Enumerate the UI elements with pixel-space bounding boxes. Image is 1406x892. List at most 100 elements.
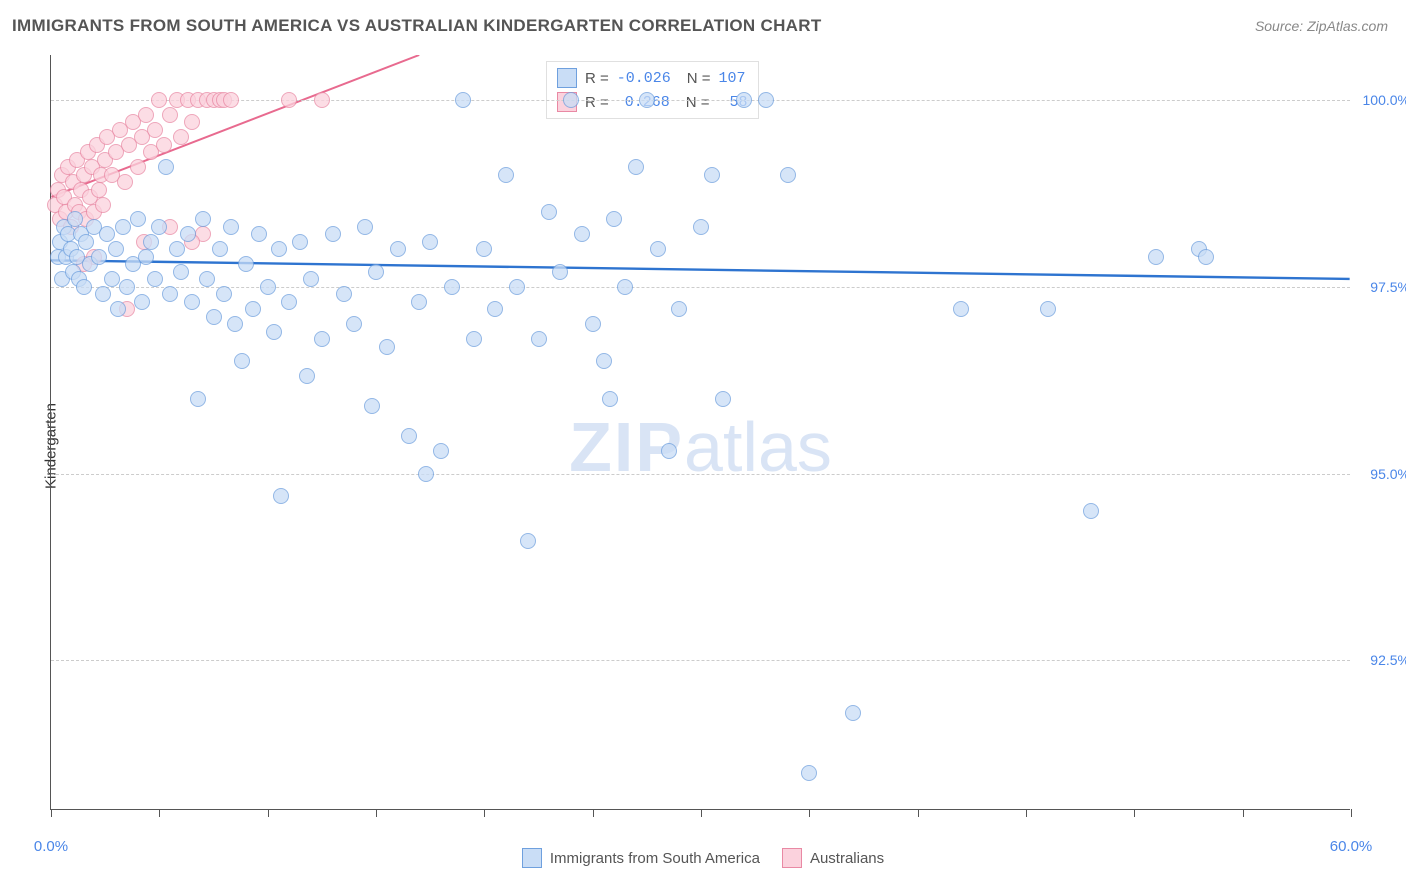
data-point-blue [78,234,94,250]
legend-n-value-blue: 107 [719,70,746,87]
trend-lines [51,55,1350,809]
data-point-pink [95,197,111,213]
data-point-blue [953,301,969,317]
data-point-blue [336,286,352,302]
data-point-blue [95,286,111,302]
data-point-blue [314,331,330,347]
data-point-blue [498,167,514,183]
data-point-pink [281,92,297,108]
legend-swatch-blue [557,68,577,88]
data-point-blue [99,226,115,242]
x-tick [484,809,485,817]
data-point-pink [130,159,146,175]
data-point-blue [520,533,536,549]
x-tick [701,809,702,817]
data-point-blue [552,264,568,280]
x-tick [1134,809,1135,817]
legend-row-blue: R = -0.026 N = 107 [557,66,748,90]
data-point-blue [368,264,384,280]
data-point-blue [364,398,380,414]
data-point-blue [650,241,666,257]
y-tick-label: 95.0% [1370,466,1406,482]
data-point-blue [91,249,107,265]
data-point-blue [411,294,427,310]
x-tick [918,809,919,817]
data-point-pink [314,92,330,108]
data-point-blue [143,234,159,250]
data-point-blue [273,488,289,504]
correlation-legend: R = -0.026 N = 107 R = 0.268 N = 58 [546,61,759,119]
data-point-blue [455,92,471,108]
gridline-h [51,660,1350,661]
data-point-blue [212,241,228,257]
data-point-blue [487,301,503,317]
source-label: Source: ZipAtlas.com [1255,18,1388,34]
data-point-blue [238,256,254,272]
x-tick [1351,809,1352,817]
data-point-blue [147,271,163,287]
data-point-pink [91,182,107,198]
data-point-blue [115,219,131,235]
legend-swatch-blue [522,848,542,868]
data-point-blue [509,279,525,295]
data-point-blue [292,234,308,250]
data-point-blue [1083,503,1099,519]
y-tick-label: 92.5% [1370,652,1406,668]
data-point-blue [234,353,250,369]
data-point-blue [76,279,92,295]
x-tick [376,809,377,817]
y-tick-label: 97.5% [1370,279,1406,295]
data-point-blue [585,316,601,332]
data-point-blue [574,226,590,242]
data-point-blue [422,234,438,250]
data-point-blue [251,226,267,242]
x-tick [1243,809,1244,817]
data-point-blue [671,301,687,317]
legend-r-value-blue: -0.026 [617,70,671,87]
data-point-blue [162,286,178,302]
data-point-blue [390,241,406,257]
chart-plot-area: ZIPatlas R = -0.026 N = 107 R = 0.268 N … [50,55,1350,810]
data-point-blue [704,167,720,183]
data-point-pink [147,122,163,138]
data-point-blue [271,241,287,257]
data-point-pink [223,92,239,108]
data-point-pink [184,114,200,130]
x-tick [268,809,269,817]
data-point-blue [606,211,622,227]
data-point-blue [758,92,774,108]
data-point-blue [216,286,232,302]
data-point-blue [227,316,243,332]
data-point-blue [617,279,633,295]
legend-n-label: N = [686,94,710,111]
legend-n-label: N = [687,70,711,87]
data-point-blue [401,428,417,444]
gridline-h [51,100,1350,101]
data-point-blue [379,339,395,355]
data-point-blue [693,219,709,235]
x-tick [593,809,594,817]
data-point-blue [433,443,449,459]
data-point-blue [476,241,492,257]
data-point-blue [169,241,185,257]
data-point-blue [266,324,282,340]
data-point-blue [108,241,124,257]
legend-item-pink: Australians [782,848,884,868]
y-tick-label: 100.0% [1363,92,1406,108]
data-point-blue [602,391,618,407]
legend-item-blue: Immigrants from South America [522,848,760,868]
data-point-blue [173,264,189,280]
data-point-blue [628,159,644,175]
series-legend: Immigrants from South America Australian… [0,848,1406,868]
data-point-blue [299,368,315,384]
data-point-blue [661,443,677,459]
data-point-blue [325,226,341,242]
gridline-h [51,287,1350,288]
legend-swatch-pink [782,848,802,868]
data-point-blue [845,705,861,721]
x-tick [159,809,160,817]
data-point-blue [260,279,276,295]
x-tick [809,809,810,817]
legend-r-label: R = [585,70,609,87]
data-point-blue [466,331,482,347]
